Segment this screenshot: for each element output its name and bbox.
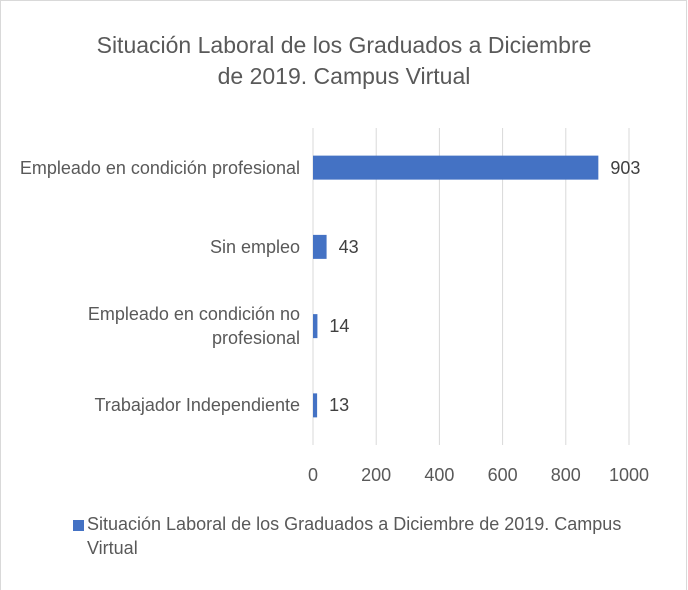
y-tick-label: Trabajador Independiente xyxy=(94,395,301,416)
x-tick-label: 200 xyxy=(361,465,392,485)
y-tick-label: Empleado en condición profesional xyxy=(19,157,300,178)
x-tick-label: 800 xyxy=(550,465,581,485)
y-tick-label: Empleado en condición no profesional xyxy=(87,303,300,348)
x-tick-label: 0 xyxy=(307,465,318,485)
y-tick-label: Sin empleo xyxy=(209,236,300,257)
data-label: 13 xyxy=(329,395,350,416)
x-tick-label: 600 xyxy=(487,465,518,485)
x-tick-label: 400 xyxy=(424,465,455,485)
x-tick-label: 1000 xyxy=(608,465,650,485)
bar xyxy=(313,314,318,339)
data-label: 903 xyxy=(610,157,641,178)
bar xyxy=(313,234,327,259)
chart-title: Situación Laboral de los Graduados a Dic… xyxy=(96,32,592,90)
data-label: 14 xyxy=(329,316,350,337)
legend-swatch xyxy=(73,520,84,531)
data-label: 43 xyxy=(338,236,359,257)
bar xyxy=(313,155,599,180)
legend-label: Situación Laboral de los Graduados a Dic… xyxy=(87,514,622,559)
bar xyxy=(313,393,318,418)
